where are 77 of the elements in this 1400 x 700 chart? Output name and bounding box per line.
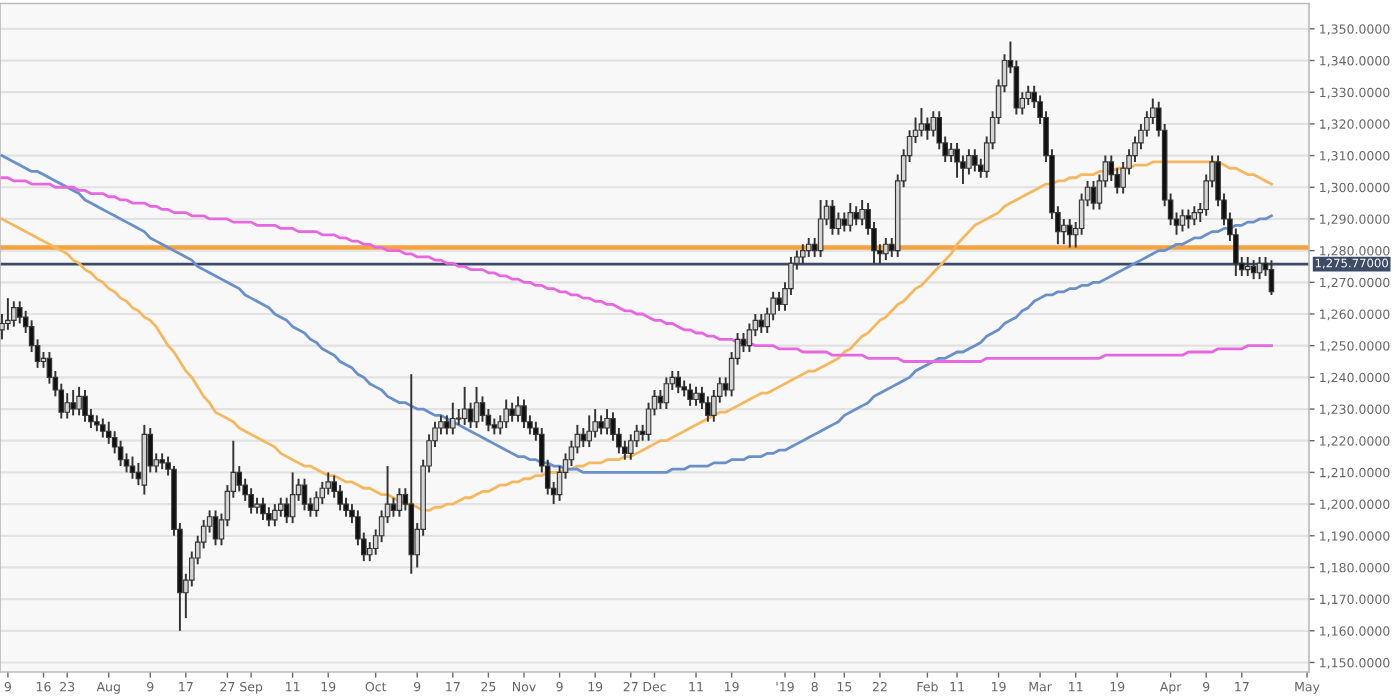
- candlestick: [835, 211, 842, 236]
- candlestick: [859, 198, 865, 227]
- candlestick: [444, 414, 450, 436]
- candlestick: [1025, 84, 1032, 106]
- candlestick: [70, 389, 76, 417]
- candlestick: [1179, 208, 1186, 233]
- candlestick: [800, 243, 806, 265]
- candlestick: [1191, 205, 1198, 227]
- candlestick: [1061, 217, 1067, 246]
- candlestick: [1250, 259, 1257, 281]
- candlestick: [313, 490, 320, 518]
- candlestick: [117, 439, 124, 468]
- candlestick: [301, 477, 308, 512]
- candlestick: [479, 395, 486, 423]
- candlestick: [277, 496, 284, 518]
- candlestick: [283, 496, 290, 525]
- candlestick: [390, 496, 397, 518]
- candlestick: [473, 385, 480, 430]
- candlestick: [1268, 259, 1275, 296]
- candlestick: [776, 290, 782, 312]
- candlestick: [76, 385, 82, 417]
- candlestick: [693, 385, 699, 407]
- candlestick: [212, 509, 219, 547]
- candlestick: [260, 496, 266, 521]
- candlestick: [758, 313, 765, 334]
- candlestick: [924, 116, 931, 141]
- candlestick: [1066, 217, 1073, 249]
- candlestick: [586, 414, 593, 449]
- candlestick: [687, 382, 693, 407]
- candlestick: [598, 414, 604, 436]
- candlestick: [236, 465, 243, 493]
- candlestick: [1090, 179, 1097, 211]
- candlestick: [948, 141, 954, 163]
- candlestick: [805, 236, 812, 258]
- candlestick: [266, 506, 272, 528]
- candlestick: [272, 503, 278, 528]
- candlestick: [817, 198, 824, 258]
- candlestick: [337, 484, 343, 512]
- candlestick: [746, 322, 753, 353]
- candlestick: [503, 398, 509, 430]
- candlestick: [627, 433, 634, 461]
- candlestick: [829, 198, 836, 236]
- candlestick: [82, 389, 88, 423]
- candlestick: [930, 110, 937, 138]
- candlestick: [847, 202, 854, 233]
- candlestick: [5, 297, 11, 331]
- candlestick: [966, 148, 972, 176]
- candlestick: [705, 395, 711, 423]
- candlestick: [509, 401, 515, 423]
- candlestick: [289, 471, 296, 525]
- candlestick: [604, 408, 610, 436]
- candlestick: [580, 427, 587, 449]
- candlestick: [461, 385, 468, 426]
- candlestick: [64, 392, 70, 420]
- candlestick: [521, 398, 527, 430]
- candlestick: [972, 148, 978, 173]
- candlestick: [1244, 255, 1251, 277]
- candlestick: [396, 487, 403, 518]
- candlestick: [248, 487, 254, 515]
- candlestick: [883, 236, 889, 262]
- line-series: [0, 176, 1273, 363]
- candlestick: [675, 370, 682, 395]
- candlestick: [663, 376, 670, 411]
- candlestick: [105, 420, 112, 445]
- candlestick: [918, 107, 925, 138]
- candlestick: [515, 395, 521, 423]
- candlestick: [129, 455, 136, 480]
- candlestick: [592, 408, 598, 439]
- candlestick: [841, 211, 848, 233]
- candlestick: [325, 471, 332, 496]
- candlestick: [450, 401, 456, 436]
- candlestick: [100, 417, 106, 439]
- candlestick: [1185, 208, 1192, 230]
- candlestick: [954, 141, 960, 179]
- candlestick: [16, 300, 23, 325]
- candlestick: [11, 300, 17, 328]
- candlestick: [853, 205, 859, 227]
